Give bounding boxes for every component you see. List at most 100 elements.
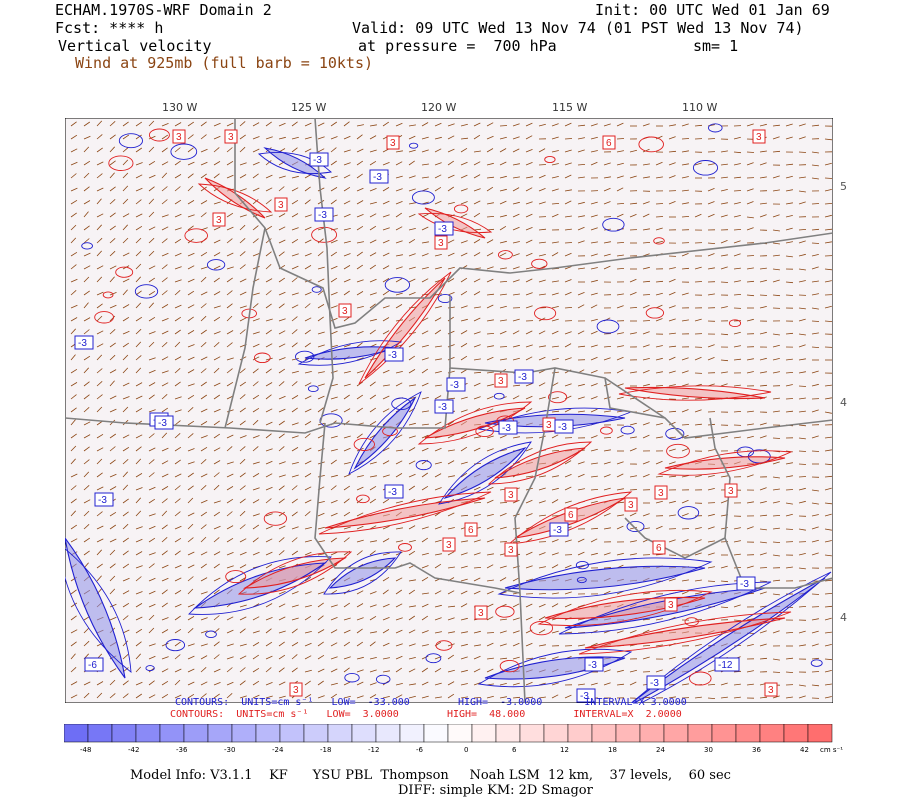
wind-barb xyxy=(226,160,234,166)
wind-barb xyxy=(239,695,247,699)
wind-barb xyxy=(655,216,664,218)
wind-barb xyxy=(96,330,104,335)
wind-barb xyxy=(564,408,572,413)
wind-barb xyxy=(525,616,533,621)
wind-barb xyxy=(304,527,312,530)
wind-barb xyxy=(187,185,194,192)
wind-barb xyxy=(473,174,481,179)
wind-barb xyxy=(343,121,350,127)
wind-barb xyxy=(187,668,195,673)
wind-barb xyxy=(369,540,377,543)
wind-barb xyxy=(824,593,833,595)
wind-barb xyxy=(759,123,767,127)
wind-barb xyxy=(161,486,169,491)
wind-barb xyxy=(213,331,221,335)
wind-barb xyxy=(616,434,624,439)
wind-barb xyxy=(265,460,273,465)
wind-barb xyxy=(616,630,624,634)
wind-barb xyxy=(278,395,286,400)
contour-label: 3 xyxy=(628,500,634,511)
wind-barb xyxy=(343,265,351,270)
wind-barb xyxy=(369,225,377,231)
wind-barb xyxy=(200,563,207,569)
wind-barb xyxy=(551,450,560,452)
wind-barb xyxy=(252,381,259,387)
wind-barb xyxy=(226,266,234,270)
wind-barb xyxy=(161,693,169,699)
wind-barb xyxy=(460,409,468,413)
wind-barb xyxy=(226,434,234,439)
wind-barb xyxy=(239,146,246,153)
wind-barb xyxy=(161,680,169,686)
wind-barb xyxy=(447,239,455,244)
wind-barb xyxy=(772,268,780,271)
wind-barb xyxy=(525,213,533,218)
wind-barb xyxy=(486,668,494,673)
wind-barb xyxy=(798,123,806,127)
wind-barb xyxy=(434,148,442,153)
wind-barb xyxy=(746,670,754,673)
wind-barb xyxy=(252,551,260,556)
contour-label: 3 xyxy=(756,132,762,143)
wind-barb xyxy=(525,499,533,504)
wind-barb xyxy=(785,462,793,465)
wind-barb xyxy=(174,409,182,413)
wind-barb xyxy=(382,162,390,166)
colorbar-tick: 6 xyxy=(512,746,517,754)
wind-barb xyxy=(96,575,102,582)
wind-barb xyxy=(200,485,207,491)
wind-barb xyxy=(122,615,129,621)
wind-barb xyxy=(174,654,181,660)
wind-barb xyxy=(655,176,663,179)
wind-barb xyxy=(135,237,142,244)
wind-barb xyxy=(564,307,573,309)
wind-barb xyxy=(330,383,338,387)
wind-barb xyxy=(499,434,507,439)
wind-barb xyxy=(642,383,650,387)
wind-barb xyxy=(291,329,298,335)
wind-barb xyxy=(707,552,715,556)
wind-barb xyxy=(356,498,363,504)
wind-barb xyxy=(226,693,233,699)
wind-barb xyxy=(174,329,181,335)
wind-barb xyxy=(109,563,116,569)
wind-barb xyxy=(122,185,129,192)
wind-barb xyxy=(304,382,312,387)
wind-barb xyxy=(161,238,168,244)
wind-barb xyxy=(356,306,364,309)
wind-barb xyxy=(525,657,533,660)
wind-barb xyxy=(590,123,598,127)
wind-barb xyxy=(122,484,129,491)
wind-barb xyxy=(694,644,702,647)
wind-barb xyxy=(70,473,78,478)
wind-barb xyxy=(408,135,416,140)
wind-barb xyxy=(434,563,442,569)
wind-barb xyxy=(265,498,272,504)
wind-barb xyxy=(70,524,78,530)
wind-barb xyxy=(811,370,819,374)
wind-barb xyxy=(499,657,508,660)
wind-barb xyxy=(200,617,208,621)
wind-barb xyxy=(317,148,325,153)
wind-barb xyxy=(772,630,780,634)
wind-barb xyxy=(161,460,169,465)
wind-barb xyxy=(304,408,312,413)
wind-barb xyxy=(70,264,77,270)
wind-barb xyxy=(811,514,819,517)
wind-barb xyxy=(525,292,533,296)
wind-barb xyxy=(174,498,181,504)
wind-barb xyxy=(421,667,429,673)
wind-barb xyxy=(317,501,325,504)
wind-barb xyxy=(174,238,182,244)
wind-barb xyxy=(109,134,116,140)
wind-barb xyxy=(330,147,337,153)
wind-barb xyxy=(213,277,220,283)
wind-barb xyxy=(83,381,90,387)
wind-barb xyxy=(187,394,195,400)
wind-barb xyxy=(525,383,533,387)
wind-barb xyxy=(70,224,77,231)
wind-barb xyxy=(317,629,325,634)
wind-barb xyxy=(694,552,702,556)
wind-barb xyxy=(720,189,728,192)
wind-barb xyxy=(486,356,494,361)
